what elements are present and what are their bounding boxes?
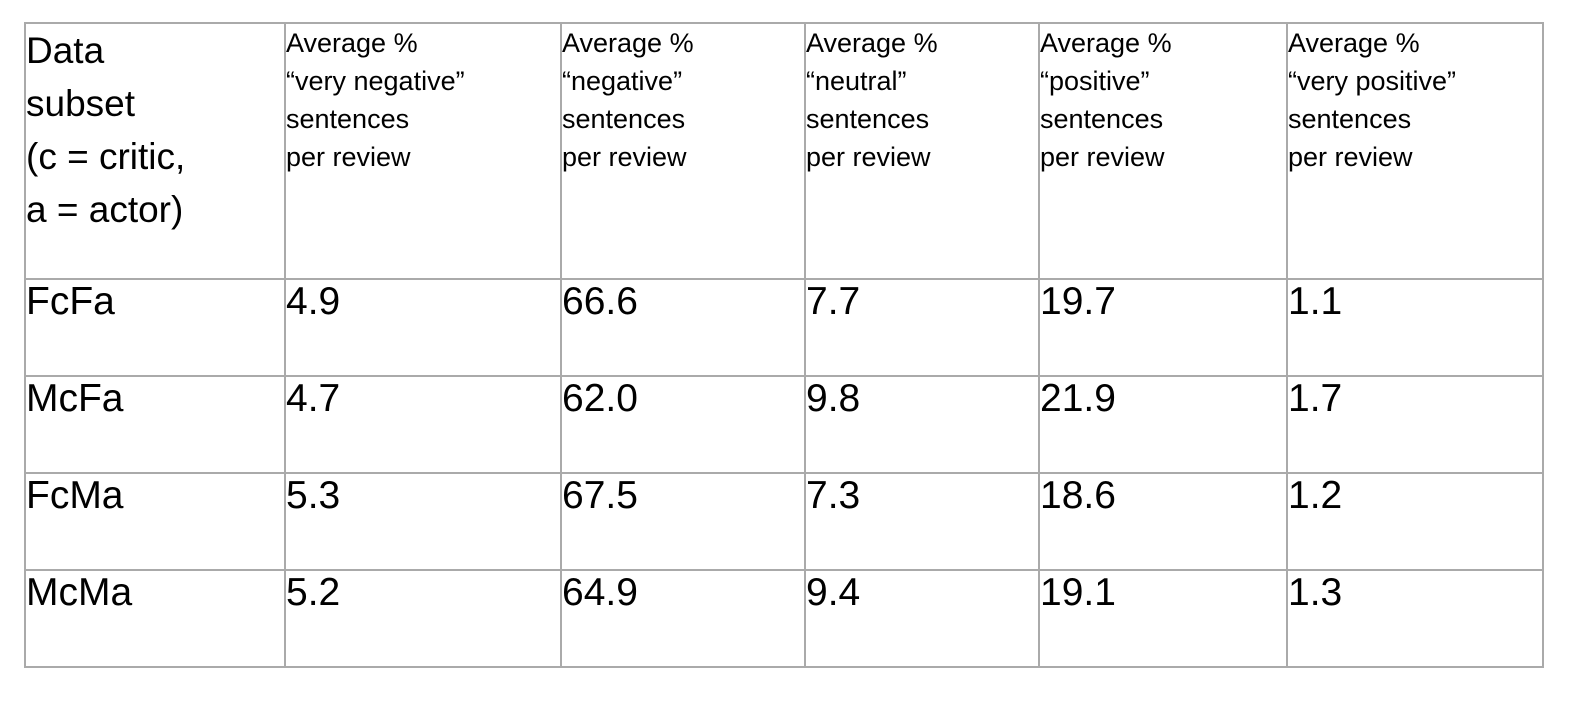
header-line: per review [1040, 142, 1165, 172]
value-cell: 1.3 [1286, 569, 1544, 668]
value-cell: 64.9 [560, 569, 806, 668]
value-cell: 66.6 [560, 278, 806, 377]
header-cell-neutral: Average % “neutral” sentences per review [804, 22, 1040, 280]
value-cell: 5.2 [284, 569, 562, 668]
value-cell: 67.5 [560, 472, 806, 571]
table-row: FcMa 5.3 67.5 7.3 18.6 1.2 [24, 472, 1544, 571]
header-line: Average % [1288, 28, 1420, 58]
header-cell-very-negative: Average % “very negative” sentences per … [284, 22, 562, 280]
sentiment-table: Data subset (c = critic, a = actor) Aver… [24, 22, 1544, 668]
table-row: McMa 5.2 64.9 9.4 19.1 1.3 [24, 569, 1544, 668]
header-line: “neutral” [806, 66, 907, 96]
subset-cell: FcMa [24, 472, 286, 571]
value-cell: 1.2 [1286, 472, 1544, 571]
value-cell: 4.7 [284, 375, 562, 474]
header-row: Data subset (c = critic, a = actor) Aver… [24, 22, 1544, 280]
header-cell-very-positive: Average % “very positive” sentences per … [1286, 22, 1544, 280]
value-cell: 1.7 [1286, 375, 1544, 474]
value-cell: 62.0 [560, 375, 806, 474]
value-cell: 7.3 [804, 472, 1040, 571]
header-line: “very positive” [1288, 66, 1457, 96]
header-line: (c = critic, [26, 136, 186, 177]
header-line: “positive” [1040, 66, 1150, 96]
header-line: sentences [286, 104, 410, 134]
header-line: per review [1288, 142, 1413, 172]
value-cell: 19.1 [1038, 569, 1288, 668]
value-cell: 7.7 [804, 278, 1040, 377]
header-line: per review [562, 142, 687, 172]
value-cell: 4.9 [284, 278, 562, 377]
header-line: per review [286, 142, 411, 172]
header-line: sentences [1288, 104, 1412, 134]
value-cell: 19.7 [1038, 278, 1288, 377]
table-row: McFa 4.7 62.0 9.8 21.9 1.7 [24, 375, 1544, 474]
header-line: “very negative” [286, 66, 465, 96]
header-line: sentences [1040, 104, 1164, 134]
table-row: FcFa 4.9 66.6 7.7 19.7 1.1 [24, 278, 1544, 377]
value-cell: 9.8 [804, 375, 1040, 474]
header-cell-positive: Average % “positive” sentences per revie… [1038, 22, 1288, 280]
value-cell: 9.4 [804, 569, 1040, 668]
value-cell: 18.6 [1038, 472, 1288, 571]
subset-cell: FcFa [24, 278, 286, 377]
header-line: “negative” [562, 66, 683, 96]
value-cell: 21.9 [1038, 375, 1288, 474]
subset-cell: McFa [24, 375, 286, 474]
header-cell-negative: Average % “negative” sentences per revie… [560, 22, 806, 280]
header-line: per review [806, 142, 931, 172]
header-line: sentences [806, 104, 930, 134]
header-line: sentences [562, 104, 686, 134]
header-line: Average % [562, 28, 694, 58]
header-line: Data [26, 30, 105, 71]
header-line: Average % [286, 28, 418, 58]
subset-cell: McMa [24, 569, 286, 668]
header-line: a = actor) [26, 189, 184, 230]
value-cell: 1.1 [1286, 278, 1544, 377]
header-line: Average % [806, 28, 938, 58]
value-cell: 5.3 [284, 472, 562, 571]
header-line: Average % [1040, 28, 1172, 58]
header-line: subset [26, 83, 136, 124]
header-cell-subset: Data subset (c = critic, a = actor) [24, 22, 286, 280]
